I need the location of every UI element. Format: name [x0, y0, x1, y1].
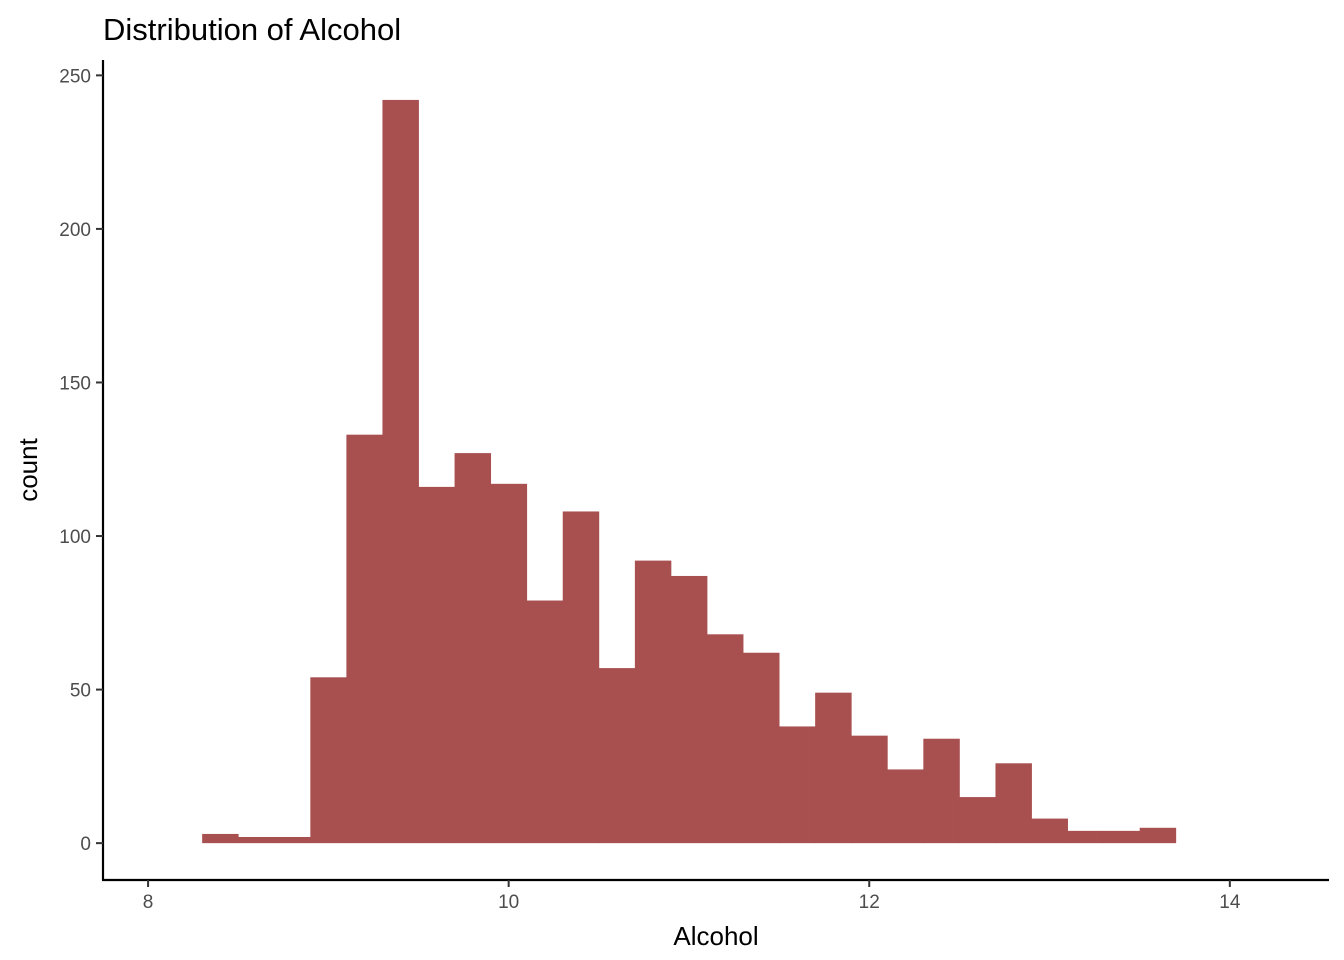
- histogram-bar: [706, 634, 744, 844]
- y-tick-label: 100: [59, 527, 91, 548]
- x-axis-ticks: 8 10 12 14: [143, 880, 1241, 913]
- histogram-bar: [238, 837, 275, 844]
- histogram-bar: [454, 453, 492, 844]
- histogram-bar: [959, 797, 996, 844]
- y-tick-label: 200: [59, 220, 91, 241]
- x-tick-label: 10: [498, 892, 519, 913]
- x-axis-title: Alcohol: [673, 921, 758, 951]
- y-tick-label: 0: [80, 834, 91, 855]
- histogram-bar: [346, 434, 383, 844]
- y-tick-label: 150: [59, 373, 91, 394]
- histogram-bar: [1031, 818, 1068, 844]
- histogram-bar: [743, 652, 780, 844]
- histogram-bar: [274, 837, 311, 844]
- y-tick-label: 50: [70, 681, 91, 702]
- histogram-bar: [1139, 827, 1177, 844]
- histogram-bar: [562, 511, 600, 844]
- histogram-bar: [310, 677, 347, 844]
- histogram-bar: [418, 486, 455, 844]
- histogram-bar: [923, 738, 960, 844]
- histogram-bar: [1103, 830, 1141, 844]
- x-tick-label: 8: [143, 892, 154, 913]
- histogram-bar: [598, 668, 636, 844]
- histogram-bar: [995, 763, 1032, 844]
- histogram-bar: [815, 692, 852, 844]
- y-axis-title: count: [13, 437, 43, 501]
- y-axis-ticks: 0 50 100 150 200 250: [59, 66, 103, 855]
- histogram-bar: [490, 483, 528, 844]
- histogram-bar: [670, 575, 708, 844]
- histogram-bar: [202, 833, 239, 844]
- x-tick-label: 14: [1219, 892, 1241, 913]
- histogram-bar: [1067, 830, 1105, 844]
- x-tick-label: 12: [859, 892, 880, 913]
- histogram-bar: [634, 560, 672, 844]
- chart-title: Distribution of Alcohol: [103, 12, 401, 47]
- histogram-bar: [382, 99, 419, 844]
- y-tick-label: 250: [59, 66, 91, 87]
- histogram-bar: [887, 769, 924, 844]
- histogram-bar: [526, 600, 564, 844]
- histogram-bars: [202, 99, 1177, 844]
- histogram-bar: [779, 726, 816, 844]
- histogram-bar: [851, 735, 888, 844]
